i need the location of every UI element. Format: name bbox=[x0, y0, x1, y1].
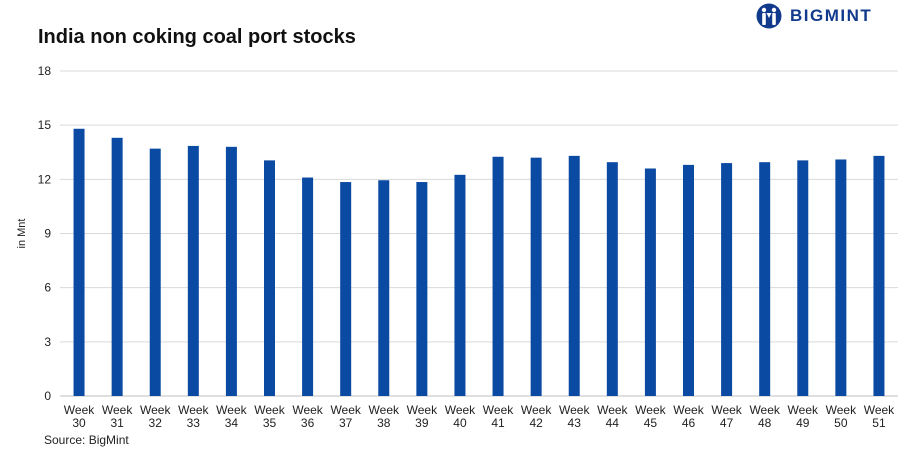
bar bbox=[835, 159, 847, 396]
x-tick-label: Week 39 bbox=[407, 403, 438, 430]
y-axis-title: in Mnt bbox=[16, 219, 28, 249]
brand-logo: BIGMINT bbox=[756, 3, 872, 29]
y-tick-label: 15 bbox=[38, 118, 52, 132]
bar bbox=[225, 146, 237, 396]
bars bbox=[73, 128, 885, 397]
x-tick-label: Week 45 bbox=[635, 403, 666, 430]
bar bbox=[454, 174, 466, 396]
bar bbox=[73, 128, 85, 396]
bar bbox=[568, 155, 580, 396]
x-tick-label: Week 44 bbox=[597, 403, 628, 430]
x-tick-label: Week 46 bbox=[673, 403, 704, 430]
x-tick-label: Week 47 bbox=[711, 403, 742, 430]
x-tick-label: Week 36 bbox=[292, 403, 323, 430]
source-note: Source: BigMint bbox=[44, 433, 129, 447]
x-tick-label: Week 33 bbox=[178, 403, 209, 430]
x-axis-ticks: Week 30 Week 31 Week 32 Week 33 Week 34 Week 35 Week… bbox=[64, 403, 895, 430]
chart-title: India non coking coal port stocks bbox=[38, 26, 356, 48]
bar bbox=[759, 162, 771, 396]
y-axis-ticks: 0 3 6 9 12 15 18 bbox=[38, 64, 52, 403]
bar bbox=[873, 155, 885, 396]
bar bbox=[111, 137, 123, 397]
bar bbox=[264, 160, 275, 396]
y-tick-label: 9 bbox=[44, 227, 51, 241]
bar bbox=[302, 177, 314, 396]
bar bbox=[149, 148, 161, 396]
x-tick-label: Week 40 bbox=[445, 403, 476, 430]
bar bbox=[378, 180, 390, 396]
bar bbox=[606, 162, 618, 396]
y-tick-label: 3 bbox=[44, 335, 51, 349]
x-tick-label: Week 51 bbox=[864, 403, 895, 430]
x-tick-label: Week 37 bbox=[330, 403, 361, 430]
bar bbox=[416, 182, 428, 396]
bar bbox=[187, 145, 199, 396]
x-tick-label: Week 32 bbox=[140, 403, 171, 430]
bar bbox=[644, 168, 656, 396]
x-tick-label: Week 43 bbox=[559, 403, 590, 430]
x-tick-label: Week 35 bbox=[254, 403, 285, 430]
gridlines bbox=[60, 70, 898, 397]
bar bbox=[340, 182, 352, 396]
x-tick-label: Week 31 bbox=[102, 403, 133, 430]
y-tick-label: 18 bbox=[38, 64, 52, 78]
x-tick-label: Week 42 bbox=[521, 403, 552, 430]
bar bbox=[492, 156, 504, 396]
y-tick-label: 6 bbox=[44, 281, 51, 295]
x-tick-label: Week 38 bbox=[369, 403, 400, 430]
brand-name: BIGMINT bbox=[790, 6, 873, 25]
x-tick-label: Week 30 bbox=[64, 403, 95, 430]
x-tick-label: Week 34 bbox=[216, 403, 247, 430]
x-tick-label: Week 50 bbox=[826, 403, 857, 430]
y-tick-label: 0 bbox=[44, 389, 51, 403]
bigmint-logo-icon bbox=[756, 3, 782, 29]
bar bbox=[530, 157, 542, 396]
bar bbox=[683, 164, 694, 396]
x-tick-label: Week 49 bbox=[788, 403, 819, 430]
bar bbox=[797, 160, 809, 396]
bar bbox=[721, 163, 733, 396]
x-tick-label: Week 41 bbox=[483, 403, 514, 430]
x-tick-label: Week 48 bbox=[749, 403, 780, 430]
y-tick-label: 12 bbox=[38, 172, 52, 186]
